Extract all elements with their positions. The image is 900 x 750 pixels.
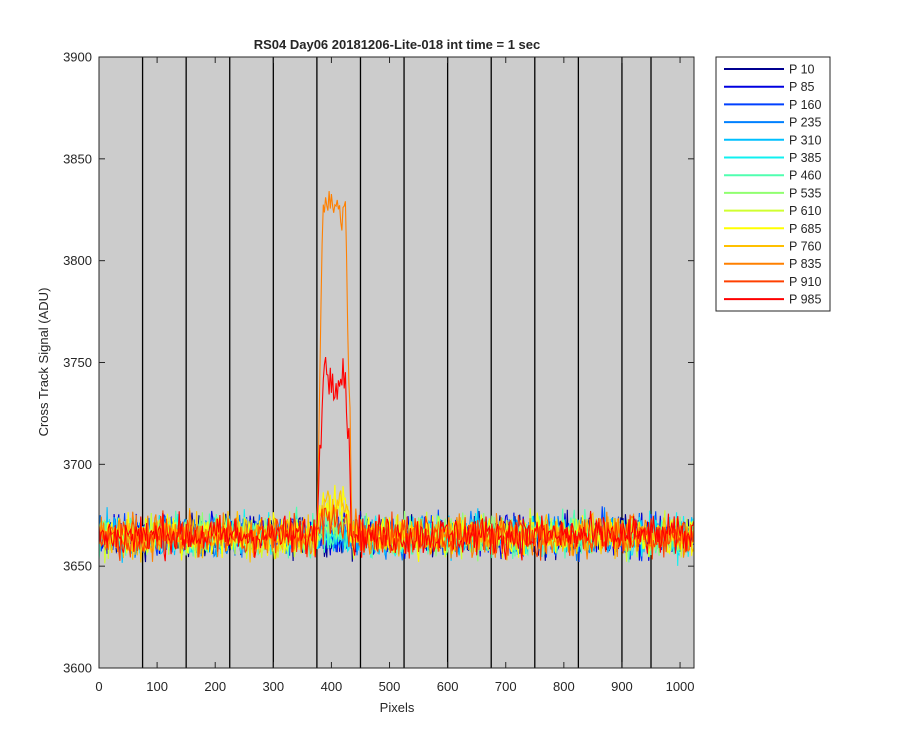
- series-line-p-985: [98, 357, 695, 562]
- legend-label: P 535: [789, 186, 821, 200]
- vertical-lines: [141, 57, 652, 668]
- y-tick-label: 3600: [63, 661, 92, 676]
- legend-label: P 910: [789, 275, 821, 289]
- x-tick-label: 600: [437, 679, 459, 694]
- y-axis-label: Cross Track Signal (ADU): [36, 288, 51, 437]
- legend-label: P 610: [789, 204, 821, 218]
- x-tick-label: 500: [379, 679, 401, 694]
- y-tick-label: 3700: [63, 457, 92, 472]
- legend-label: P 760: [789, 240, 821, 254]
- legend-label: P 310: [789, 133, 821, 147]
- y-tick-label: 3850: [63, 151, 92, 166]
- x-tick-label: 0: [95, 679, 102, 694]
- y-tick-label: 3900: [63, 50, 92, 65]
- series-line-p-835: [98, 191, 695, 562]
- x-tick-label: 300: [262, 679, 284, 694]
- legend-label: P 235: [789, 116, 821, 130]
- x-axis-label: Pixels: [380, 700, 415, 715]
- y-tick-label: 3650: [63, 559, 92, 574]
- legend-label: P 835: [789, 257, 821, 271]
- y-tick-label: 3750: [63, 355, 92, 370]
- legend-box: [715, 56, 831, 312]
- legend-label: P 985: [789, 293, 821, 307]
- series-lines: [98, 191, 695, 566]
- x-axis: 0 100 200 300 400 500 600 700 800 900 1000: [95, 57, 695, 694]
- chart-title: RS04 Day06 20181206-Lite-018 int time = …: [254, 37, 541, 52]
- plot-area: [99, 57, 694, 668]
- legend-label: P 685: [789, 222, 821, 236]
- x-tick-label: 800: [553, 679, 575, 694]
- legend: P 10 P 85 P 160 P 235 P 310 P 385 P 460 P 535 P …: [715, 56, 831, 312]
- y-axis: 3600 3650 3700 3750 3800 3850 3900: [63, 50, 694, 676]
- x-tick-label: 1000: [666, 679, 695, 694]
- x-tick-label: 100: [146, 679, 168, 694]
- legend-label: P 160: [789, 98, 821, 112]
- legend-label: P 10: [789, 63, 815, 77]
- x-tick-label: 400: [321, 679, 343, 694]
- x-tick-label: 700: [495, 679, 517, 694]
- y-tick-label: 3800: [63, 253, 92, 268]
- x-tick-label: 200: [204, 679, 226, 694]
- x-tick-label: 900: [611, 679, 633, 694]
- legend-label: P 385: [789, 151, 821, 165]
- legend-label: P 85: [789, 80, 815, 94]
- legend-label: P 460: [789, 169, 821, 183]
